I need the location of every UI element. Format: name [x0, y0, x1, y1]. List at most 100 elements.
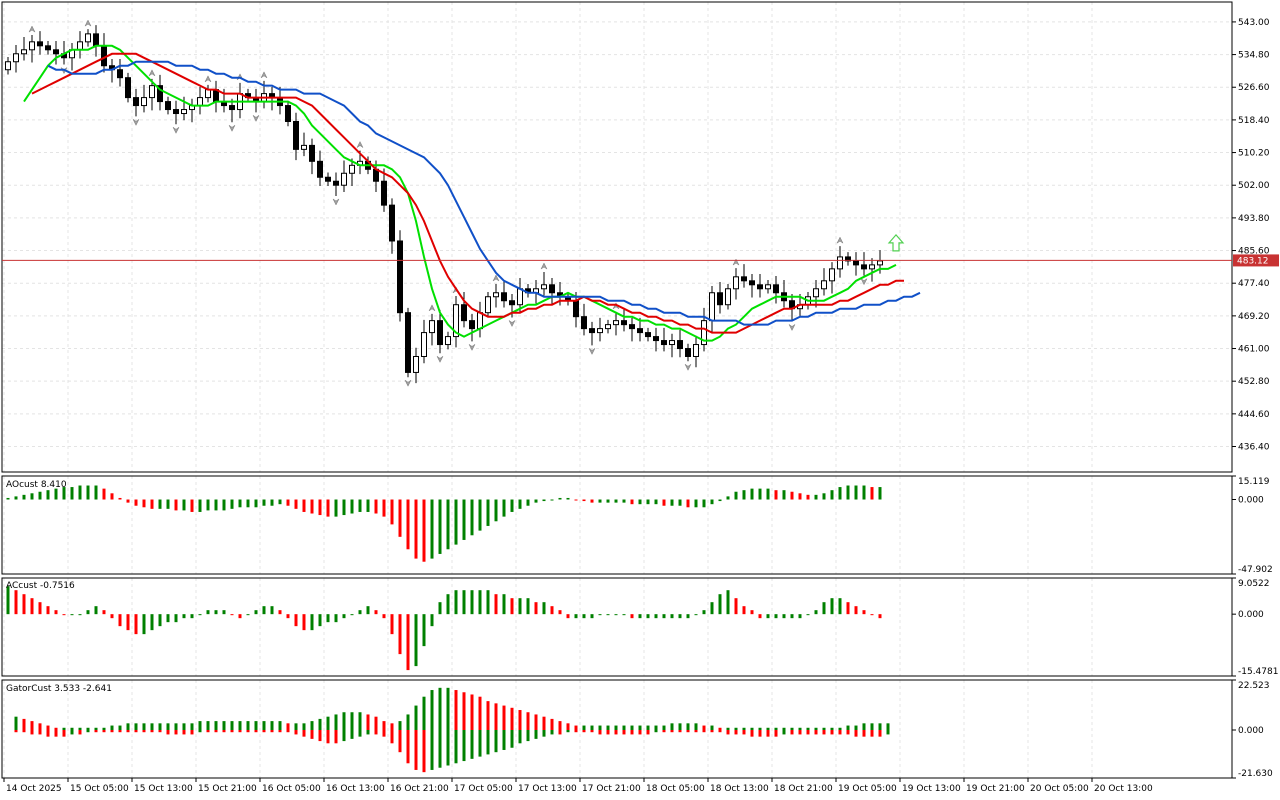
candle-body[interactable] [589, 328, 595, 334]
candle-body[interactable] [509, 300, 515, 306]
main-price-pane[interactable] [2, 19, 1232, 387]
candle-body[interactable] [597, 328, 603, 334]
candle-body[interactable] [101, 45, 107, 67]
candle-body[interactable] [5, 61, 11, 71]
candle-body[interactable] [13, 53, 19, 63]
candle-body[interactable] [149, 85, 155, 99]
gator-upper-bar [78, 727, 82, 730]
candle-body[interactable] [693, 344, 699, 357]
candle-body[interactable] [637, 328, 643, 334]
candle-body[interactable] [877, 260, 883, 266]
candle-body[interactable] [837, 256, 843, 270]
candle-body[interactable] [485, 296, 491, 314]
gator-lower-bar [174, 729, 178, 735]
candle-body[interactable] [53, 49, 59, 55]
candle-body[interactable] [645, 332, 651, 338]
candle-body[interactable] [445, 336, 451, 346]
candle-body[interactable] [541, 284, 547, 290]
candle-body[interactable] [125, 77, 131, 99]
candle-body[interactable] [29, 41, 35, 51]
candle-body[interactable] [437, 320, 443, 346]
candle-body[interactable] [749, 280, 755, 286]
candle-body[interactable] [317, 160, 323, 178]
candle-body[interactable] [405, 312, 411, 373]
candle-body[interactable] [309, 144, 315, 162]
candle-body[interactable] [333, 180, 339, 186]
time-tick-label: 20 Oct 05:00 [1030, 784, 1089, 794]
candle-body[interactable] [205, 89, 211, 99]
candle-body[interactable] [349, 164, 355, 174]
candle-body[interactable] [669, 340, 675, 346]
candle-body[interactable] [165, 101, 171, 111]
candle-body[interactable] [45, 45, 51, 51]
candle-body[interactable] [661, 340, 667, 346]
candle-body[interactable] [469, 320, 475, 330]
candle-body[interactable] [653, 336, 659, 342]
candle-body[interactable] [325, 176, 331, 182]
candle-body[interactable] [581, 316, 587, 330]
candle-body[interactable] [133, 97, 139, 107]
candle-body[interactable] [709, 292, 715, 322]
candle-body[interactable] [197, 97, 203, 107]
candle-body[interactable] [701, 320, 707, 346]
candle-body[interactable] [21, 49, 27, 55]
candle-body[interactable] [493, 292, 499, 298]
candle-body[interactable] [725, 288, 731, 306]
candle-body[interactable] [549, 284, 555, 294]
candle-body[interactable] [173, 109, 179, 115]
candle-body[interactable] [453, 304, 459, 338]
candle-body[interactable] [677, 340, 683, 350]
candle-body[interactable] [733, 276, 739, 290]
candle-body[interactable] [821, 280, 827, 290]
gator-lower-bar [254, 729, 258, 733]
candle-body[interactable] [605, 324, 611, 330]
candle-body[interactable] [429, 320, 435, 334]
candle-body[interactable] [757, 284, 763, 290]
candle-body[interactable] [829, 268, 835, 282]
candle-body[interactable] [853, 260, 859, 266]
candle-body[interactable] [629, 324, 635, 330]
ac-indicator-pane[interactable] [6, 586, 882, 671]
gator-lower-bar [214, 729, 218, 733]
candle-body[interactable] [181, 109, 187, 115]
candle-body[interactable] [77, 41, 83, 51]
gator-indicator-pane[interactable] [14, 687, 890, 773]
candle-body[interactable] [861, 264, 867, 270]
candle-body[interactable] [501, 292, 507, 302]
candle-body[interactable] [141, 97, 147, 107]
candle-body[interactable] [685, 348, 691, 357]
candle-body[interactable] [117, 69, 123, 79]
candle-body[interactable] [37, 41, 43, 47]
candle-body[interactable] [389, 204, 395, 242]
candle-body[interactable] [813, 288, 819, 298]
candle-body[interactable] [477, 312, 483, 330]
candle-body[interactable] [613, 320, 619, 326]
candle-body[interactable] [285, 105, 291, 122]
candle-body[interactable] [421, 332, 427, 357]
candle-body[interactable] [301, 144, 307, 150]
candle-body[interactable] [621, 320, 627, 326]
gator-upper-bar [662, 725, 666, 730]
candle-body[interactable] [517, 288, 523, 306]
candle-body[interactable] [461, 304, 467, 322]
candle-body[interactable] [293, 120, 299, 150]
ao-indicator-pane[interactable] [6, 485, 882, 562]
candle-body[interactable] [229, 105, 235, 111]
candle-body[interactable] [413, 355, 419, 373]
candle-body[interactable] [765, 284, 771, 290]
candle-body[interactable] [93, 33, 99, 47]
candle-body[interactable] [381, 180, 387, 206]
candle-body[interactable] [85, 33, 91, 43]
candle-body[interactable] [341, 172, 347, 186]
gator-lower-bar [118, 729, 122, 733]
candle-body[interactable] [157, 85, 163, 103]
ac-bar [606, 614, 610, 616]
candle-body[interactable] [717, 292, 723, 306]
candle-body[interactable] [741, 276, 747, 282]
candle-body[interactable] [869, 264, 875, 270]
candle-body[interactable] [397, 240, 403, 314]
candle-body[interactable] [573, 300, 579, 318]
candle-body[interactable] [773, 284, 779, 294]
ac-bar [502, 594, 506, 615]
